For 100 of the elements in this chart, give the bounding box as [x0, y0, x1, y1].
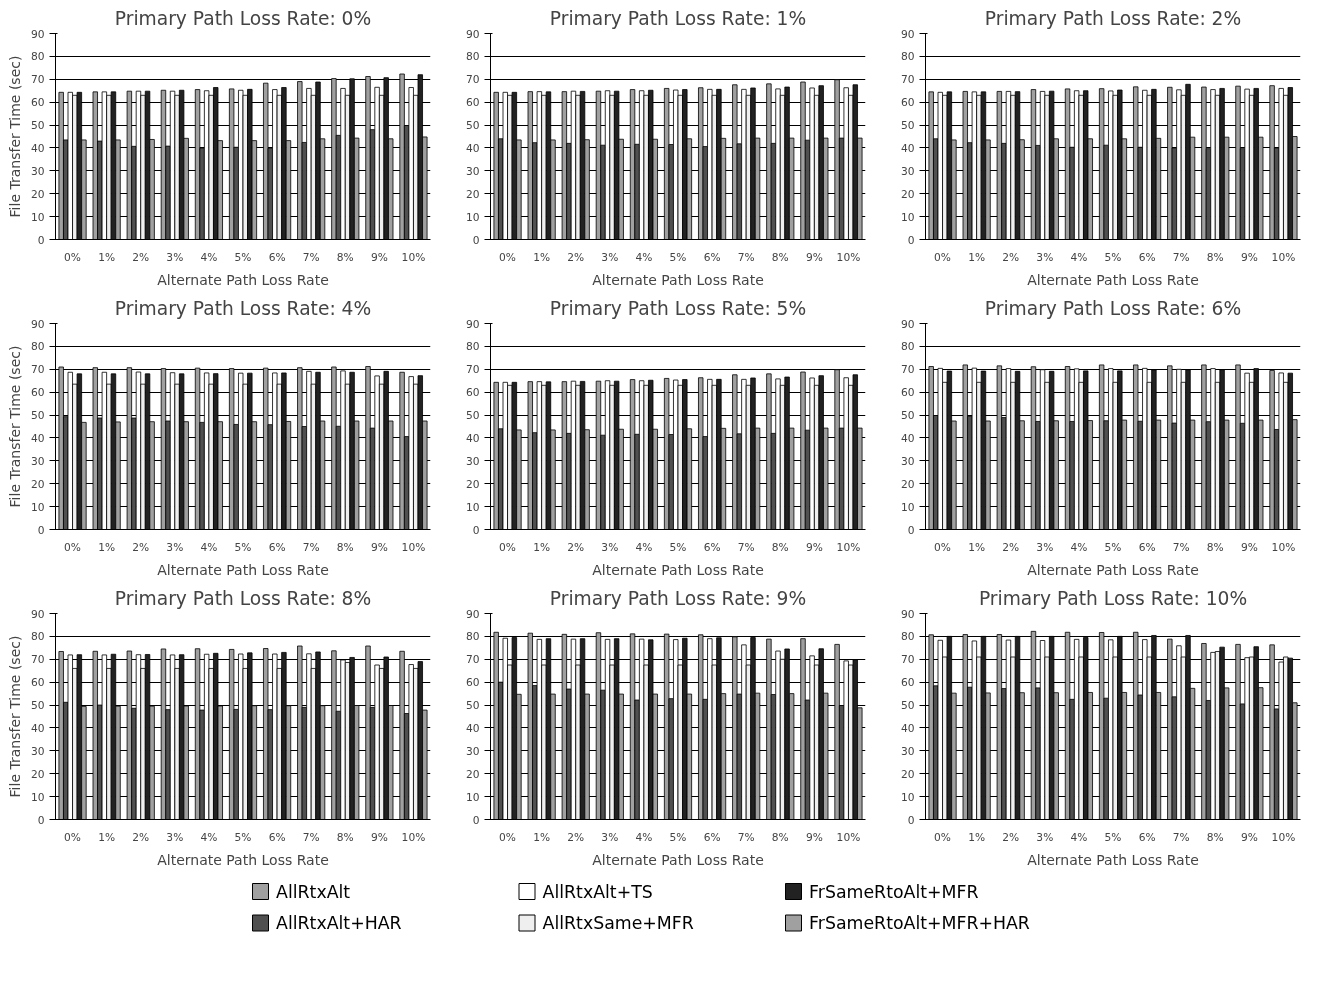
y-tick-label: 20 — [30, 187, 45, 201]
x-tick-label: 7% — [1172, 830, 1190, 844]
x-tick-label: 10% — [1271, 830, 1296, 844]
y-tick-label: 40 — [900, 141, 915, 155]
x-tick-label: 8% — [336, 830, 354, 844]
y-tick-label: 60 — [30, 386, 45, 400]
y-tick-label: 50 — [465, 699, 480, 713]
legend-label: AllRtxAlt+HAR — [276, 913, 402, 933]
chart-title: Primary Path Loss Rate: 4% — [114, 297, 372, 319]
y-tick-label: 10 — [465, 790, 480, 804]
x-tick-label: 6% — [703, 540, 721, 554]
y-tick-label: 20 — [900, 767, 915, 781]
x-tick-label: 5% — [1104, 250, 1122, 264]
y-tick-label: 90 — [30, 27, 45, 41]
y-tick-label: 20 — [30, 477, 45, 491]
legend-label: FrSameRtoAlt+MFR — [809, 881, 979, 902]
y-tick-label: 90 — [900, 27, 915, 41]
x-tick-label: 2% — [132, 540, 150, 554]
x-tick-label: 10% — [836, 250, 861, 264]
x-tick-label: 6% — [703, 830, 721, 844]
y-tick-label: 70 — [900, 653, 915, 667]
x-tick-label: 6% — [1138, 830, 1156, 844]
x-tick-label: 5% — [234, 830, 252, 844]
x-tick-label: 8% — [1206, 540, 1224, 554]
x-tick-label: 6% — [703, 250, 721, 264]
x-tick-label: 3% — [601, 250, 619, 264]
y-tick-label: 70 — [465, 73, 480, 87]
y-tick-label: 50 — [900, 409, 915, 423]
y-tick-label: 40 — [30, 721, 45, 735]
y-tick-label: 20 — [900, 477, 915, 491]
x-tick-label: 5% — [669, 250, 687, 264]
y-tick-label: 80 — [900, 340, 915, 354]
x-tick-label: 2% — [1002, 540, 1020, 554]
x-tick-label: 8% — [771, 540, 789, 554]
y-tick-label: 90 — [900, 317, 915, 331]
x-tick-label: 1% — [98, 830, 116, 844]
x-axis-title: Alternate Path Loss Rate — [1027, 561, 1199, 578]
x-tick-label: 4% — [200, 250, 218, 264]
y-tick-label: 60 — [30, 676, 45, 690]
x-tick-label: 10% — [836, 830, 861, 844]
y-tick-label: 70 — [465, 363, 480, 377]
y-tick-label: 30 — [465, 164, 480, 178]
x-tick-label: 1% — [533, 250, 551, 264]
y-tick-label: 80 — [465, 630, 480, 644]
x-axis-title: Alternate Path Loss Rate — [157, 271, 329, 288]
y-tick-label: 50 — [30, 699, 45, 713]
x-tick-label: 6% — [1138, 540, 1156, 554]
x-tick-label: 5% — [1104, 830, 1122, 844]
x-tick-label: 3% — [166, 540, 184, 554]
y-tick-label: 70 — [30, 653, 45, 667]
y-tick-label: 0 — [37, 233, 45, 247]
y-tick-label: 80 — [465, 340, 480, 354]
y-tick-label: 30 — [900, 454, 915, 468]
x-axis-title: Alternate Path Loss Rate — [1027, 851, 1199, 868]
x-tick-label: 8% — [336, 250, 354, 264]
y-tick-label: 0 — [907, 523, 915, 537]
y-tick-label: 10 — [30, 500, 45, 514]
y-tick-label: 50 — [30, 119, 45, 133]
y-tick-label: 0 — [472, 523, 480, 537]
x-tick-label: 9% — [805, 250, 823, 264]
x-tick-label: 4% — [1070, 540, 1088, 554]
y-tick-label: 90 — [465, 607, 480, 621]
x-tick-label: 9% — [370, 250, 388, 264]
y-tick-label: 40 — [900, 721, 915, 735]
x-tick-label: 1% — [968, 250, 986, 264]
y-tick-label: 0 — [907, 233, 915, 247]
x-tick-label: 9% — [370, 830, 388, 844]
y-tick-label: 20 — [30, 767, 45, 781]
x-tick-label: 2% — [567, 250, 585, 264]
x-tick-label: 4% — [1070, 250, 1088, 264]
chart-title: Primary Path Loss Rate: 2% — [984, 7, 1242, 29]
x-tick-label: 1% — [98, 540, 116, 554]
y-tick-label: 30 — [900, 744, 915, 758]
x-tick-label: 3% — [1036, 250, 1054, 264]
chart-title: Primary Path Loss Rate: 1% — [549, 7, 807, 29]
y-tick-label: 90 — [30, 607, 45, 621]
y-tick-label: 60 — [900, 96, 915, 110]
x-tick-label: 2% — [132, 250, 150, 264]
x-tick-label: 5% — [234, 250, 252, 264]
x-tick-label: 8% — [1206, 830, 1224, 844]
y-tick-label: 0 — [37, 813, 45, 827]
y-tick-label: 60 — [900, 676, 915, 690]
y-tick-label: 30 — [30, 454, 45, 468]
x-tick-label: 9% — [1240, 830, 1258, 844]
y-tick-label: 10 — [900, 500, 915, 514]
chart-title: Primary Path Loss Rate: 5% — [549, 297, 807, 319]
y-tick-label: 30 — [465, 454, 480, 468]
y-tick-label: 70 — [30, 363, 45, 377]
x-tick-label: 7% — [1172, 540, 1190, 554]
y-tick-label: 80 — [900, 50, 915, 64]
x-tick-label: 10% — [401, 540, 426, 554]
chart-title: Primary Path Loss Rate: 10% — [978, 587, 1248, 609]
y-tick-label: 40 — [30, 141, 45, 155]
x-tick-label: 7% — [737, 540, 755, 554]
y-tick-label: 90 — [465, 27, 480, 41]
x-tick-label: 10% — [401, 830, 426, 844]
y-tick-label: 70 — [900, 363, 915, 377]
y-axis-title: File Transfer Time (sec) — [6, 55, 23, 218]
x-axis-title: Alternate Path Loss Rate — [592, 851, 764, 868]
y-tick-label: 10 — [30, 210, 45, 224]
